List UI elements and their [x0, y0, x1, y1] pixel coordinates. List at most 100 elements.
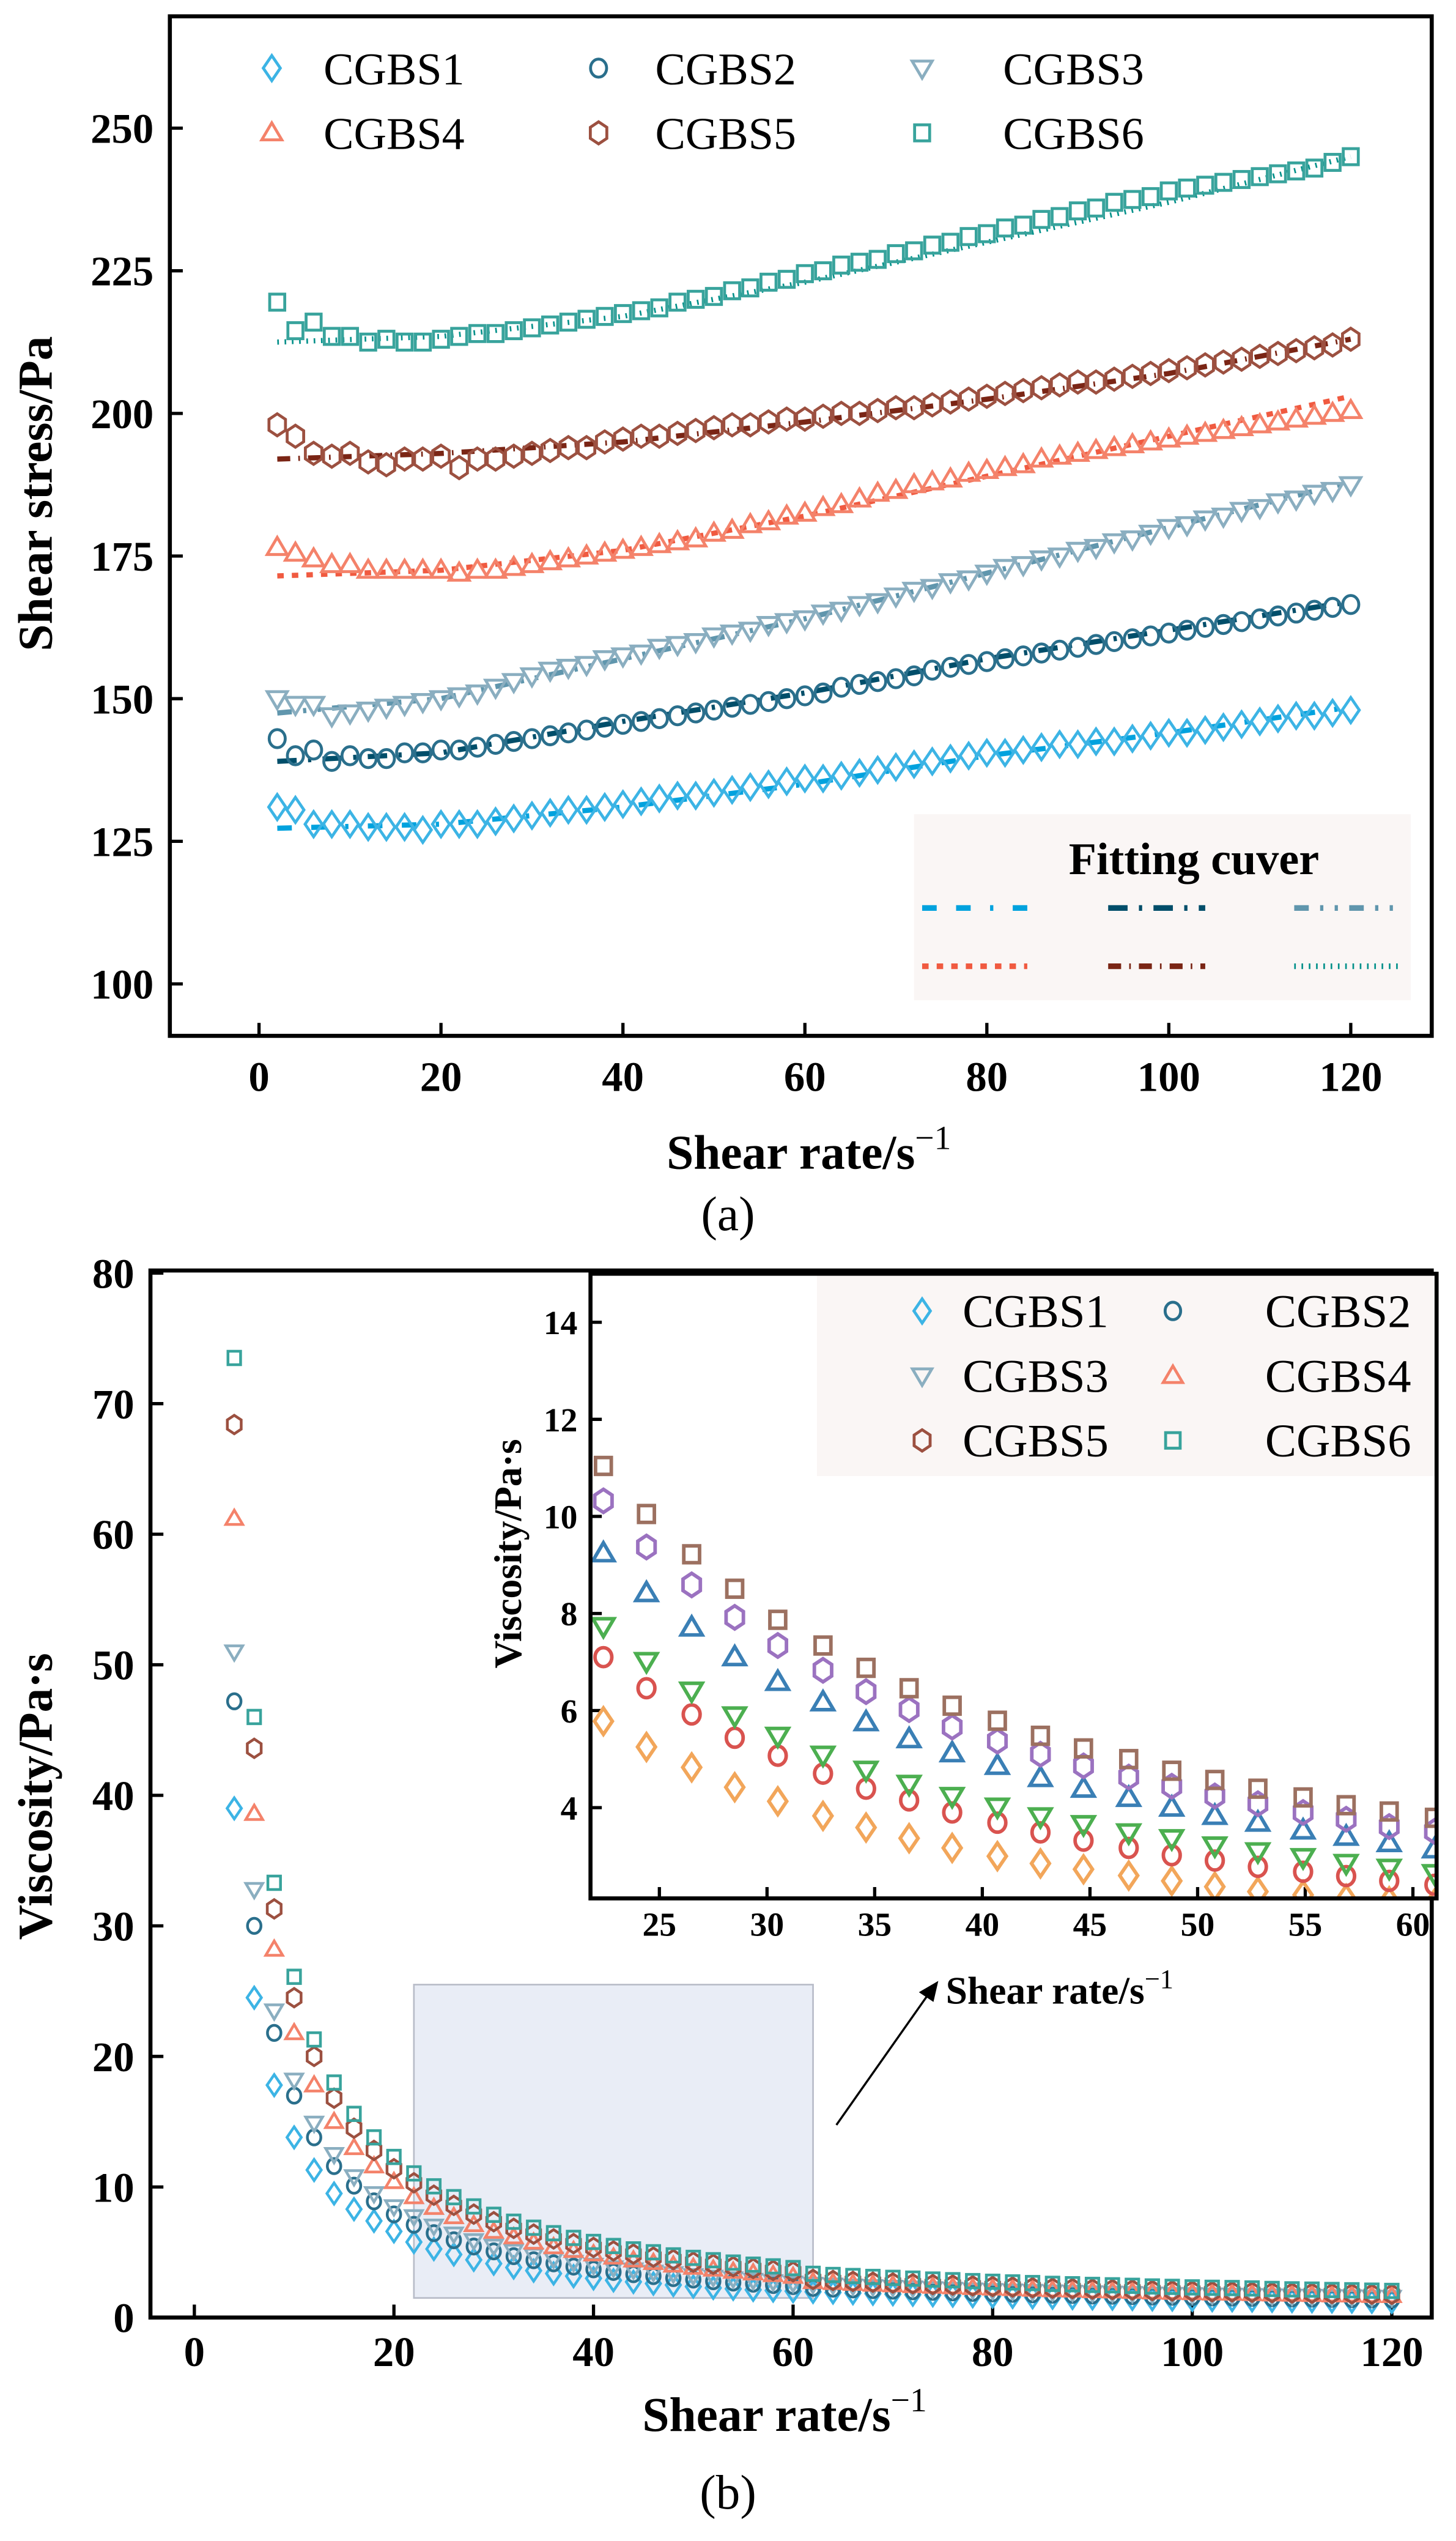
- data-point: [410, 692, 435, 714]
- data-point: [467, 446, 487, 472]
- data-point: [1138, 429, 1164, 451]
- legend-marker-cgbs5: [588, 120, 608, 146]
- data-point: [425, 2236, 443, 2262]
- data-point: [1247, 499, 1273, 521]
- data-point: [832, 255, 851, 275]
- data-point: [301, 696, 327, 718]
- data-point: [1201, 2287, 1224, 2306]
- data-point: [977, 651, 997, 672]
- data-point: [1158, 718, 1180, 748]
- data-point: [683, 525, 709, 547]
- data-point: [903, 749, 925, 780]
- y-tick-label: 150: [91, 676, 153, 722]
- data-point: [668, 705, 687, 727]
- data-point: [681, 1571, 703, 1599]
- data-point: [243, 1802, 265, 1821]
- data-point: [983, 1797, 1011, 1821]
- legend-label: CGBS1: [323, 45, 465, 95]
- data-point: [810, 604, 836, 626]
- legend-label: CGBS4: [323, 109, 465, 160]
- data-point: [223, 1507, 245, 1526]
- data-point: [1159, 357, 1179, 384]
- legend-marker-cgbs3: [909, 59, 935, 81]
- data-point: [996, 648, 1015, 670]
- data-point: [431, 809, 451, 840]
- y-tick-label: 100: [91, 962, 153, 1008]
- data-point: [1424, 1873, 1437, 1896]
- data-point: [403, 2186, 425, 2205]
- data-point: [1174, 516, 1200, 538]
- data-point: [590, 1617, 618, 1641]
- y-tick-label: 70: [92, 1381, 135, 1428]
- y-tick-label: 14: [544, 1304, 578, 1342]
- data-point: [994, 738, 1016, 768]
- data-point: [246, 1737, 263, 1759]
- data-point: [923, 659, 942, 681]
- data-point: [849, 757, 870, 788]
- data-point: [865, 2269, 881, 2285]
- data-point: [1304, 2281, 1320, 2298]
- data-point: [1177, 718, 1197, 748]
- data-point: [1013, 645, 1033, 667]
- data-point: [612, 788, 634, 820]
- data-point: [363, 2186, 385, 2205]
- data-point: [719, 517, 745, 539]
- data-point: [686, 417, 706, 443]
- data-point: [1214, 614, 1233, 636]
- data-point: [959, 227, 978, 247]
- data-point: [1304, 599, 1324, 621]
- data-point: [482, 2220, 505, 2239]
- data-point: [1201, 2282, 1224, 2301]
- data-point: [1118, 1749, 1139, 1770]
- data-point: [764, 1667, 792, 1691]
- data-point: [503, 803, 524, 834]
- data-point: [1115, 1784, 1143, 1808]
- data-point: [541, 725, 560, 746]
- data-point: [1067, 729, 1088, 760]
- data-point: [922, 746, 943, 777]
- data-point: [506, 2213, 522, 2230]
- data-point: [1104, 631, 1124, 653]
- data-point: [1320, 481, 1345, 503]
- data-point: [941, 232, 959, 252]
- data-point: [777, 688, 796, 710]
- data-point: [323, 2110, 345, 2129]
- data-point: [538, 661, 563, 683]
- series-cgbs3: [264, 476, 1364, 729]
- data-point: [426, 2178, 442, 2195]
- data-point: [267, 728, 287, 749]
- data-point: [686, 2249, 701, 2266]
- data-point: [1159, 181, 1178, 201]
- data-point: [724, 2276, 742, 2302]
- y-tick-label: 250: [91, 106, 153, 152]
- y-tick-label: 4: [561, 1790, 578, 1828]
- data-point: [1201, 1836, 1229, 1860]
- data-point: [1013, 377, 1033, 404]
- data-point: [812, 1656, 833, 1684]
- data-point: [504, 2254, 523, 2281]
- data-point: [1229, 502, 1254, 524]
- data-point: [1123, 190, 1142, 209]
- data-point: [1164, 2279, 1180, 2295]
- data-point: [1065, 541, 1091, 563]
- x-axis-title-base: Shear rate/s: [946, 1968, 1145, 2012]
- data-point: [1010, 556, 1036, 578]
- data-point: [386, 2148, 402, 2165]
- data-point: [1050, 639, 1070, 661]
- data-point: [322, 443, 342, 469]
- legend-label: CGBS5: [655, 109, 796, 160]
- data-point: [636, 1677, 657, 1700]
- data-point: [1158, 1794, 1186, 1817]
- data-point: [956, 570, 981, 592]
- data-point: [1375, 1858, 1403, 1882]
- data-point: [341, 327, 360, 346]
- data-point: [577, 434, 597, 461]
- data-point: [649, 708, 669, 729]
- data-point: [1204, 1849, 1225, 1872]
- data-point: [805, 2265, 821, 2282]
- x-tick-label: 60: [1396, 1905, 1430, 1943]
- data-point: [465, 557, 490, 579]
- data-point: [449, 809, 470, 840]
- data-point: [667, 781, 688, 811]
- data-point: [1213, 349, 1233, 375]
